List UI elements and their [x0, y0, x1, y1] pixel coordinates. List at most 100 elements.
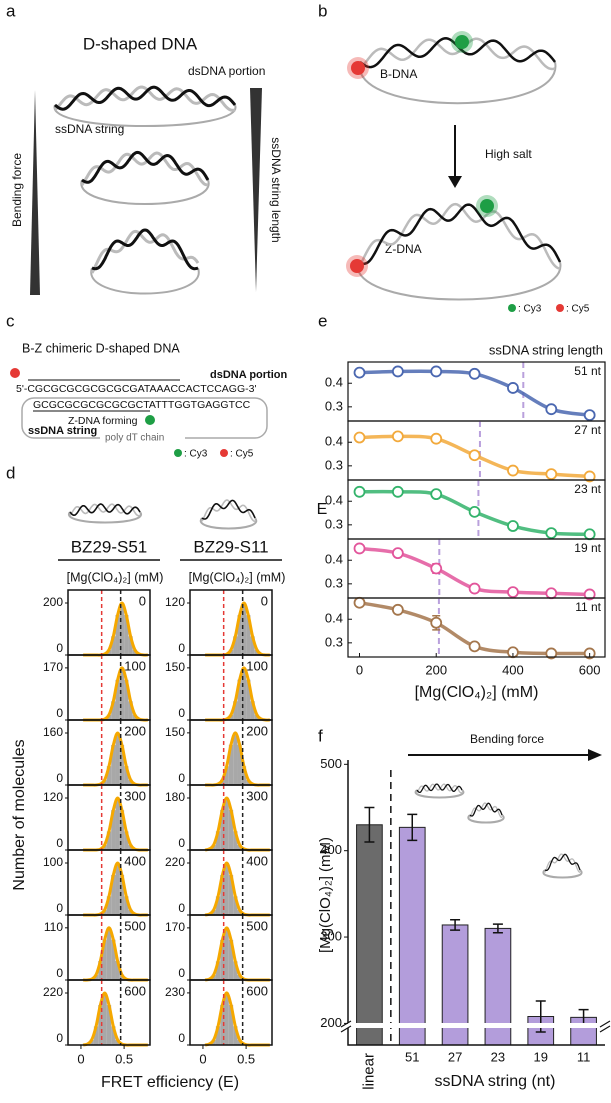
histogram-bar: [233, 636, 238, 655]
histogram-bar: [115, 798, 120, 850]
annotation: Z-DNA: [385, 242, 422, 256]
y-tick-label: 400: [320, 842, 342, 857]
histogram-bar: [119, 603, 125, 655]
data-point: [430, 562, 443, 575]
panel-label: 100: [124, 658, 146, 673]
y-tick-label: 150: [165, 725, 185, 739]
y-tick-label: 180: [165, 790, 185, 804]
y-tick-label: 0: [178, 901, 185, 915]
x-tick-label: 19: [534, 1049, 548, 1064]
y-tick-label: 200: [43, 595, 63, 609]
x-axis-label: ssDNA string (nt): [435, 1073, 556, 1090]
panel-label: e: [318, 311, 327, 330]
y-tick-label: 0.4: [325, 375, 343, 390]
y-tick-label: 0: [56, 771, 63, 785]
histogram-bar: [233, 701, 238, 720]
histogram-bar: [119, 874, 125, 915]
histogram-bar: [111, 874, 116, 915]
y-tick-label: 160: [43, 725, 63, 739]
fit-curve: [204, 991, 270, 1047]
x-tick-label: 11: [577, 1049, 591, 1064]
histogram-bar: [124, 896, 129, 915]
legend-swatch: [508, 304, 516, 312]
legend-label: : Cy5: [230, 449, 254, 460]
panel-label: 400: [246, 853, 268, 868]
y-tick-label: 0: [56, 966, 63, 980]
data-point: [507, 382, 519, 394]
y-tick-label: 0: [178, 706, 185, 720]
histogram-bar: [106, 896, 112, 915]
data-point: [391, 485, 404, 498]
histogram-bar: [228, 939, 234, 980]
y-tick-label: 220: [43, 985, 63, 999]
ssdna-loop: [414, 789, 465, 799]
annotation: High salt: [485, 147, 532, 161]
column-title: BZ29-S51: [71, 537, 148, 556]
y-tick-label: 0: [56, 706, 63, 720]
y-tick-label: 0: [56, 901, 63, 915]
x-tick-label: 400: [502, 662, 524, 677]
arrow-head: [448, 176, 462, 188]
dsdna-helix: [469, 802, 503, 817]
histogram-bar: [93, 1026, 99, 1045]
panel-label: c: [6, 311, 15, 330]
fit-curve: [82, 991, 148, 1047]
histogram-bar: [220, 1004, 225, 1045]
histogram-bar: [128, 636, 133, 655]
arrow-head: [588, 749, 602, 761]
wedge-label: Bending force: [10, 153, 24, 227]
arrow-label: Bending force: [470, 732, 544, 746]
annotation: ssDNA string: [28, 425, 97, 437]
histogram-bar: [228, 875, 234, 915]
histogram-bar: [241, 766, 247, 785]
histogram-bar: [98, 961, 103, 980]
panel-label: 600: [124, 983, 146, 998]
histogram-bar: [250, 701, 255, 720]
y-tick-label: 0.4: [325, 434, 343, 449]
histogram-bar: [220, 875, 225, 915]
y-tick-label: 220: [165, 855, 185, 869]
histogram-bar: [233, 831, 238, 850]
dsdna-helix: [69, 503, 141, 516]
data-point: [430, 488, 443, 501]
error-bar: [407, 813, 418, 842]
y-tick-label: 120: [165, 595, 185, 609]
x-tick-label: linear: [360, 1053, 377, 1090]
data-point: [468, 367, 481, 380]
error-bar: [492, 923, 503, 934]
histogram-bar: [237, 615, 242, 655]
histogram-bar: [102, 993, 107, 1045]
data-point: [583, 470, 596, 483]
y-tick-label: 0.4: [325, 611, 343, 626]
error-bar: [364, 806, 375, 843]
loop-gap: [100, 433, 185, 443]
histogram-bar: [228, 1004, 234, 1045]
series-label: 23 nt: [574, 482, 601, 496]
y-tick-label: 0.3: [325, 398, 343, 413]
dsdna-helix: [201, 499, 255, 522]
histogram-bar: [241, 667, 247, 720]
dsdna-helix: [54, 85, 237, 111]
histogram-bar: [111, 810, 116, 850]
y-tick-label: 0.3: [325, 457, 343, 472]
dsdna-helix: [416, 783, 463, 794]
dsdna-helix: [80, 151, 208, 187]
histogram-bar: [233, 732, 238, 785]
panel-label: 100: [246, 658, 268, 673]
y-tick-label: 150: [165, 660, 185, 674]
data-point: [583, 528, 596, 541]
histogram-bar: [233, 896, 238, 915]
legend-swatch: [556, 304, 564, 312]
histogram-bar: [124, 766, 129, 785]
histogram-bar: [250, 636, 255, 655]
data-point: [391, 603, 404, 616]
x-tick-label: 0: [77, 1051, 84, 1066]
series-label: 19 nt: [574, 541, 601, 555]
dye: [480, 199, 494, 213]
legend-title: ssDNA string length: [489, 342, 603, 357]
histogram-bar: [124, 679, 129, 720]
panel-frame: [189, 979, 273, 1046]
data-point: [353, 485, 366, 498]
data-point: [545, 647, 558, 660]
histogram-bar: [237, 679, 242, 720]
